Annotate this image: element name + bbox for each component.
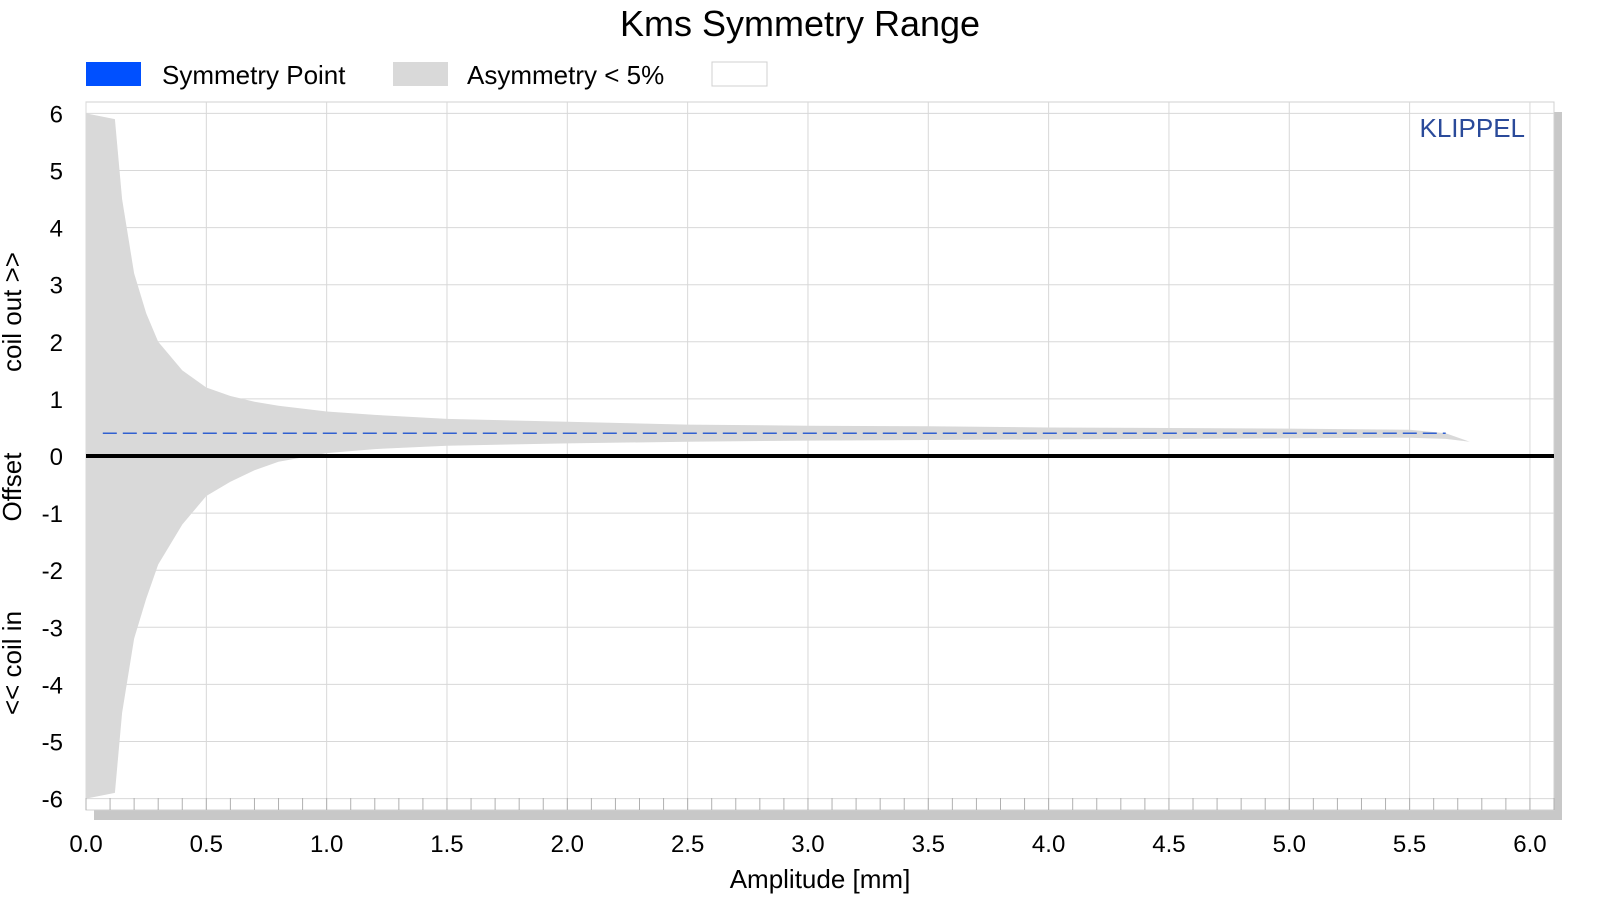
legend-label-asymmetry: Asymmetry < 5% — [467, 60, 664, 90]
y-tick-label: -2 — [42, 558, 63, 585]
x-tick-label: 4.5 — [1152, 831, 1185, 858]
legend-label-symmetry-point: Symmetry Point — [162, 60, 346, 90]
legend-swatch-asymmetry — [393, 62, 448, 86]
y-axis-label-middle: Offset — [0, 452, 27, 522]
y-axis-label-top: coil out >> — [0, 252, 27, 372]
x-tick-labels: 0.0 0.5 1.0 1.5 2.0 2.5 3.0 3.5 4.0 4.5 5.0 5.5 6.0 — [69, 831, 1546, 858]
y-tick-label: 4 — [50, 216, 63, 243]
legend: Symmetry Point Asymmetry < 5% — [86, 60, 768, 90]
y-tick-label: 1 — [50, 387, 63, 414]
x-tick-label: 0.0 — [69, 831, 102, 858]
x-tick-label: 3.0 — [791, 831, 824, 858]
y-tick-label: 3 — [50, 273, 63, 300]
y-tick-label: -3 — [42, 615, 63, 642]
y-axis-label-bottom: << coil in — [0, 611, 27, 715]
y-tick-label: 2 — [50, 330, 63, 357]
legend-swatch-empty — [711, 61, 768, 87]
line-layer — [86, 432, 1554, 458]
x-tick-label: 1.5 — [430, 831, 463, 858]
x-tick-label: 5.5 — [1393, 831, 1426, 858]
y-tick-label: 5 — [50, 159, 63, 186]
x-tick-label: 6.0 — [1513, 831, 1546, 858]
x-tick-label: 4.0 — [1032, 831, 1065, 858]
x-tick-label: 3.5 — [912, 831, 945, 858]
chart-title: Kms Symmetry Range — [620, 3, 980, 44]
x-tick-label: 0.5 — [190, 831, 223, 858]
x-tick-label: 2.0 — [551, 831, 584, 858]
x-tick-label: 1.0 — [310, 831, 343, 858]
y-tick-label: 6 — [50, 101, 63, 128]
y-tick-label: -6 — [42, 787, 63, 814]
y-tick-label: -4 — [42, 672, 63, 699]
x-tick-label: 5.0 — [1273, 831, 1306, 858]
brand-label: KLIPPEL — [1419, 113, 1525, 143]
x-axis-label: Amplitude [mm] — [730, 864, 911, 894]
minor-ticks — [85, 798, 1555, 810]
x-tick-label: 2.5 — [671, 831, 704, 858]
y-tick-labels: 6 5 4 3 2 1 0 -1 -2 -3 -4 -5 -6 — [42, 101, 63, 813]
y-tick-label: -5 — [42, 729, 63, 756]
y-tick-label: 0 — [50, 444, 63, 471]
legend-swatch-symmetry-point — [86, 62, 141, 86]
y-tick-label: -1 — [42, 501, 63, 528]
